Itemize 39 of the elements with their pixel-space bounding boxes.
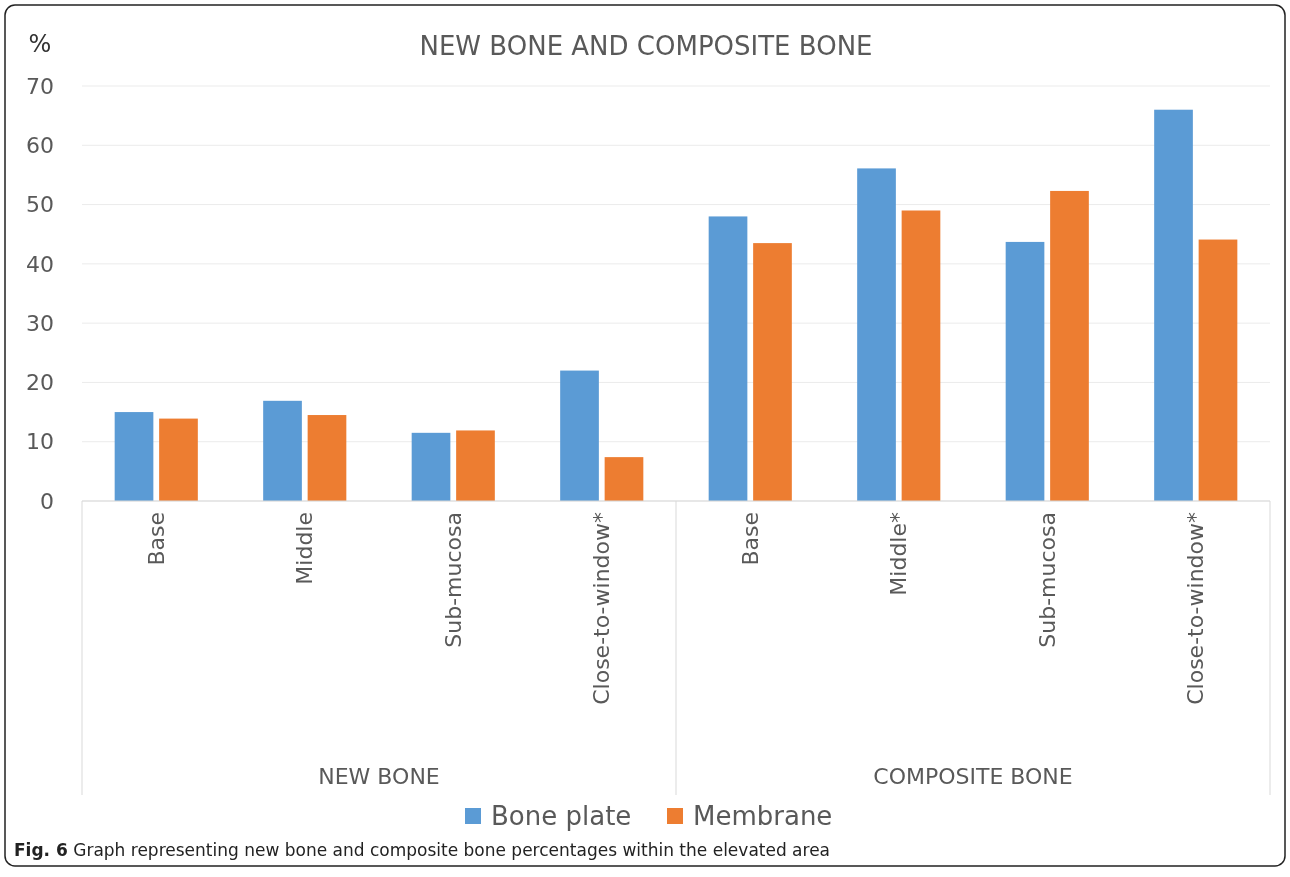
x-tick-label: Close-to-window* xyxy=(589,512,615,705)
y-tick-label: 10 xyxy=(26,429,54,455)
y-tick-label: 60 xyxy=(26,132,54,158)
x-tick-label: Middle* xyxy=(886,512,912,596)
chart-title: NEW BONE AND COMPOSITE BONE xyxy=(419,31,873,61)
bar xyxy=(753,243,792,501)
bar xyxy=(708,216,748,501)
x-tick-label: Sub-mucosa xyxy=(1034,512,1060,648)
bar xyxy=(411,432,451,501)
x-tick-label: Middle xyxy=(292,512,318,585)
x-tick-label: Close-to-window* xyxy=(1183,512,1209,705)
y-axis-title: % xyxy=(28,30,52,58)
bar xyxy=(159,418,198,501)
bar xyxy=(456,430,495,501)
text: NEW BONE xyxy=(318,764,440,789)
y-tick-label: 20 xyxy=(26,370,54,396)
bar xyxy=(560,370,599,501)
bar xyxy=(604,457,644,501)
bar xyxy=(263,400,302,501)
bar xyxy=(114,412,154,501)
y-tick-label: 50 xyxy=(26,192,54,218)
y-tick-label: 0 xyxy=(40,488,54,514)
text: COMPOSITE BONE xyxy=(873,764,1073,789)
bar xyxy=(1154,109,1193,501)
y-tick-label: 70 xyxy=(26,73,54,99)
y-tick-label: 30 xyxy=(26,310,54,336)
x-tick-label: Base xyxy=(143,512,169,566)
bar xyxy=(1050,190,1089,501)
bar xyxy=(857,168,896,501)
bar xyxy=(1005,241,1045,501)
x-tick-label: Sub-mucosa xyxy=(440,512,466,648)
legend-label: Bone plate xyxy=(491,801,632,832)
bar xyxy=(307,415,347,501)
y-tick-label: 40 xyxy=(26,251,54,277)
x-tick-label: Base xyxy=(737,512,763,566)
legend-label: Membrane xyxy=(693,801,833,832)
bar xyxy=(901,210,941,501)
bar xyxy=(1198,239,1238,501)
caption: Fig. 6 Graph representing new bone and composite bone percentages within the elevated area xyxy=(14,840,831,860)
